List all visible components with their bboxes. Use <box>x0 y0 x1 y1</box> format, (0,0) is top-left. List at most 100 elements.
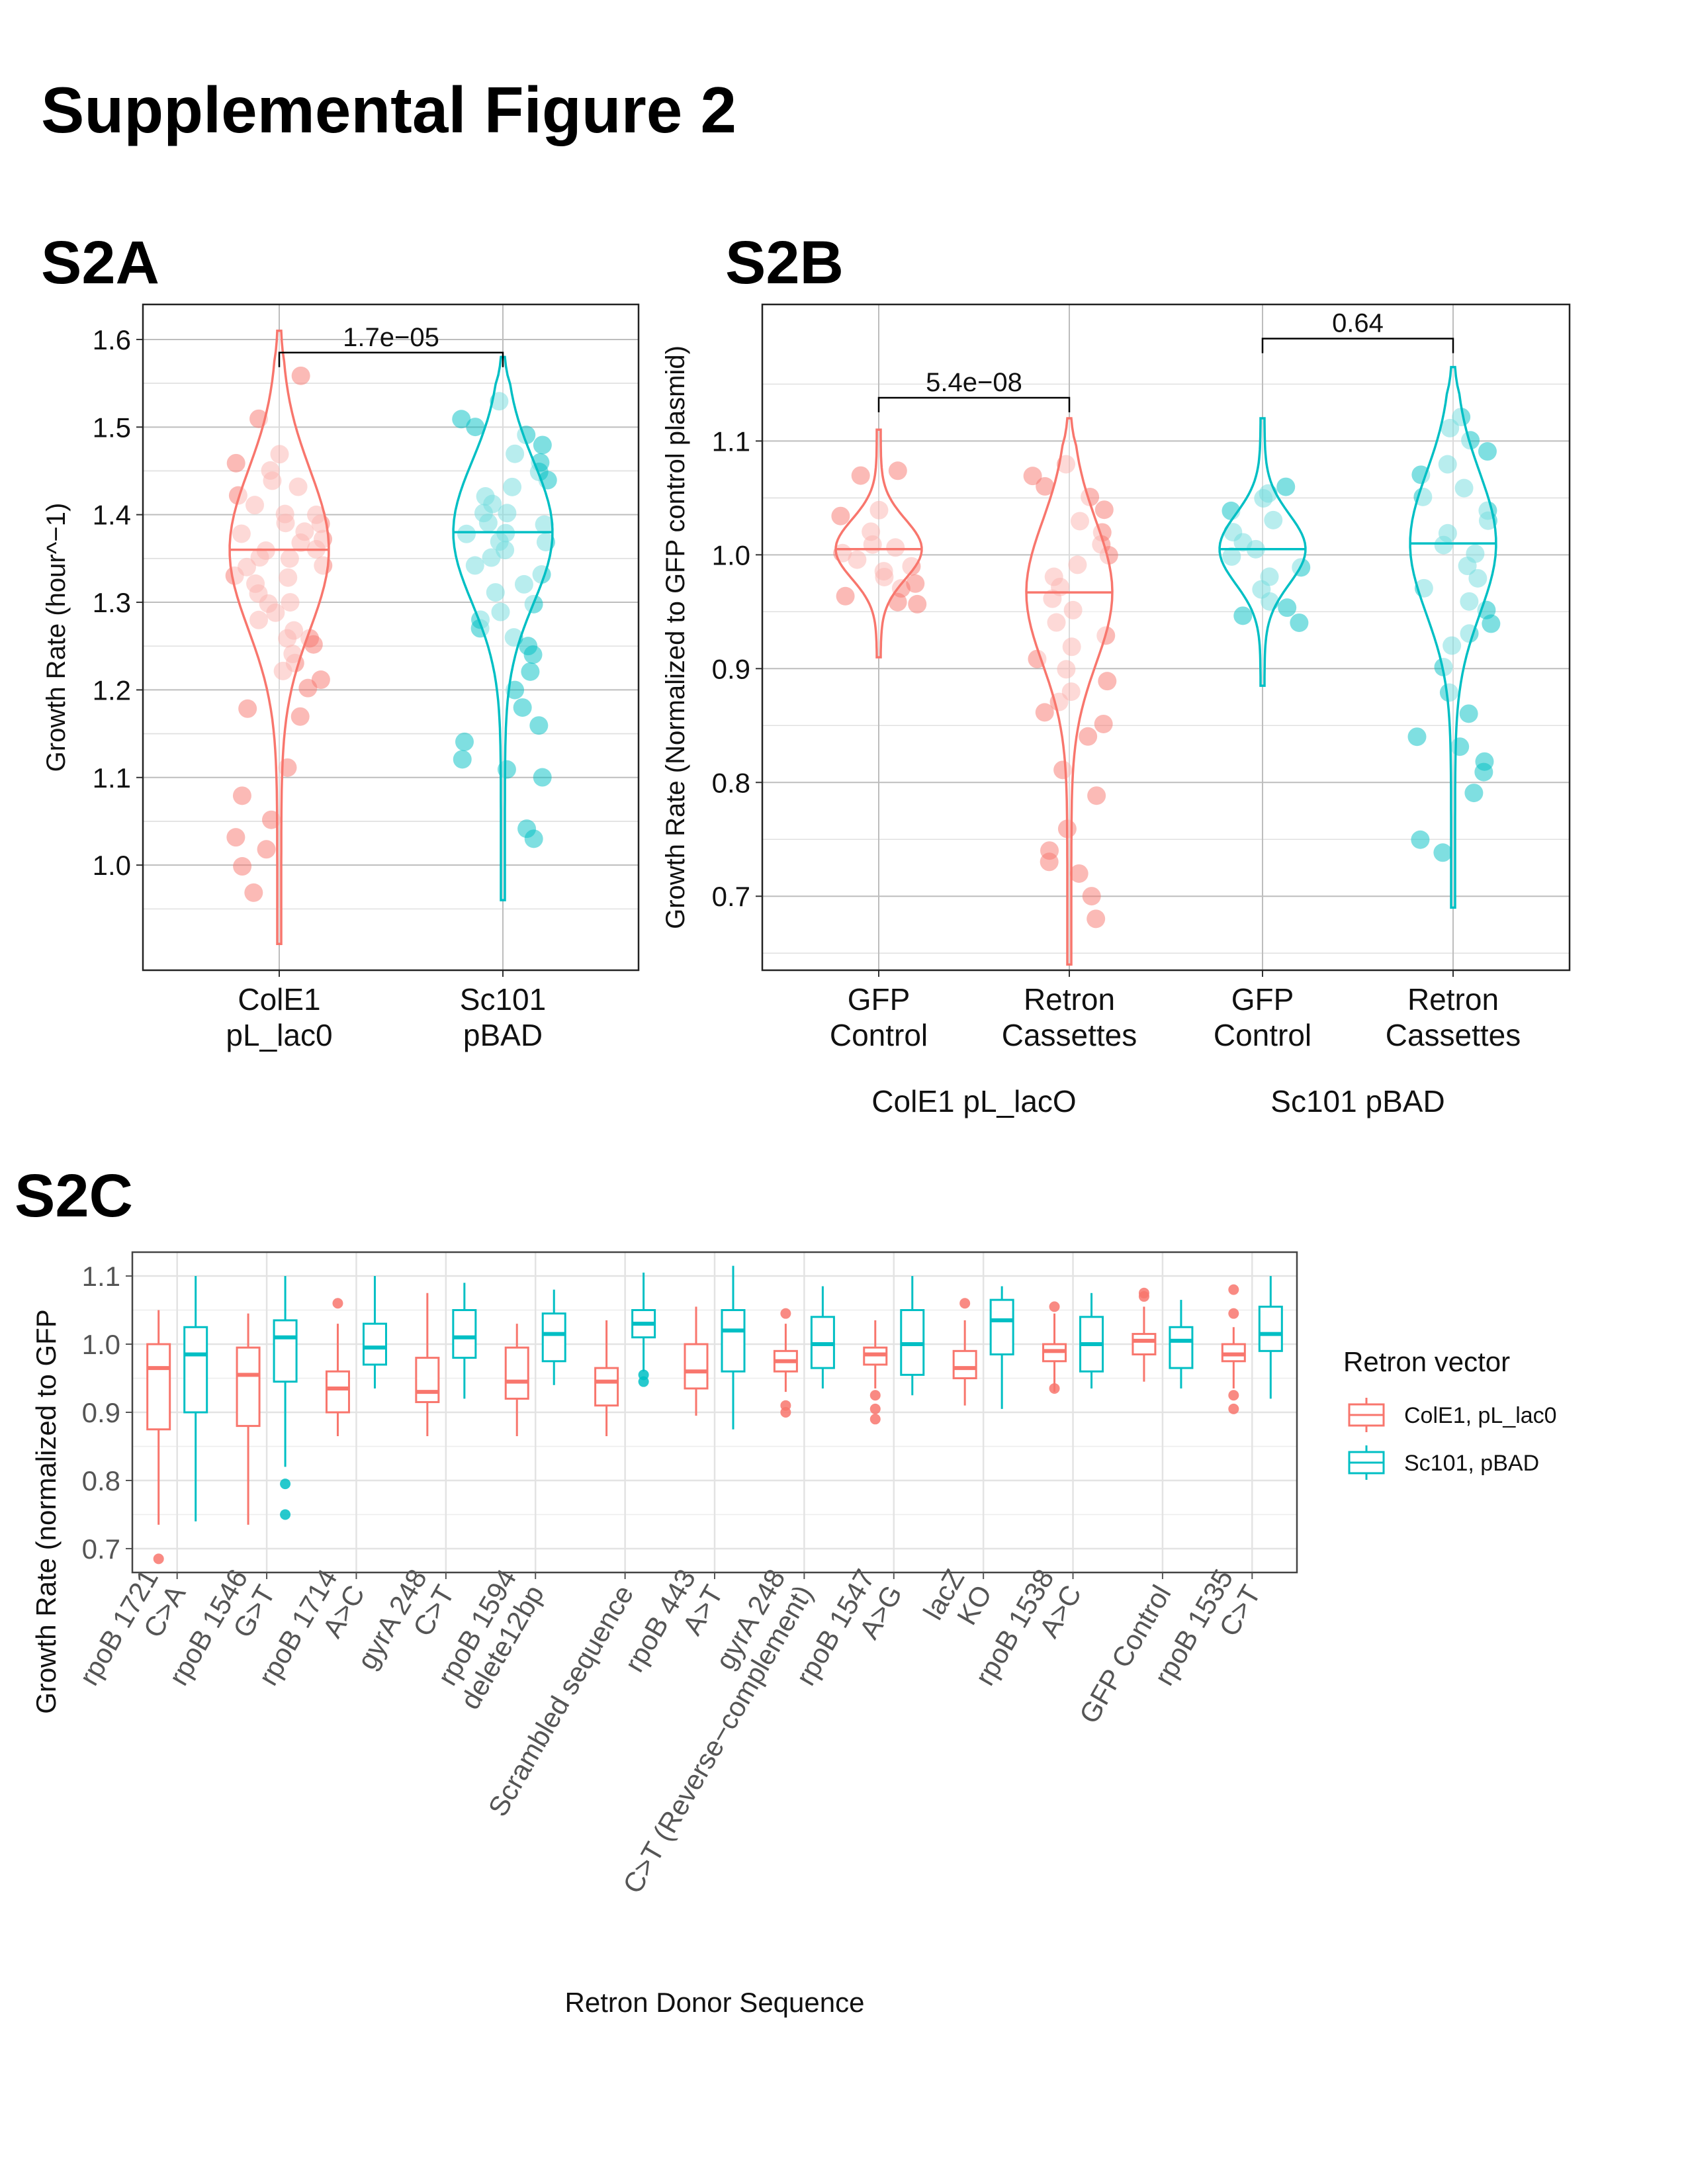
jitter-point <box>1036 477 1055 496</box>
jitter-point <box>1062 637 1081 657</box>
jitter-point <box>506 444 525 463</box>
box-outlier <box>1228 1308 1239 1319</box>
jitter-point <box>1459 704 1478 723</box>
x-tick-label: rpoB 443A>T <box>618 1564 729 1693</box>
box-iqr <box>1258 1305 1283 1352</box>
panel-s2b-violin-chart: 0.70.80.91.01.1GFPControlRetronCassettes… <box>661 303 1571 1118</box>
figure-title: Supplemental Figure 2 <box>41 73 736 146</box>
jitter-point <box>478 513 498 532</box>
y-axis-label: Growth Rate (hour^−1) <box>42 503 71 772</box>
jitter-point <box>513 698 532 717</box>
legend-label: Sc101, pBAD <box>1404 1451 1539 1476</box>
jitter-point <box>233 857 252 876</box>
jitter-point <box>1063 600 1083 619</box>
jitter-point <box>902 557 921 576</box>
jitter-point <box>1079 727 1098 746</box>
jitter-point <box>514 574 533 594</box>
jitter-point <box>244 883 263 902</box>
jitter-point <box>1461 431 1480 450</box>
jitter-point <box>1094 500 1114 520</box>
jitter-point <box>270 445 289 464</box>
box-iqr <box>273 1319 298 1383</box>
y-tick-label: 1.3 <box>93 587 131 618</box>
jitter-point <box>457 524 476 543</box>
box-outlier <box>332 1298 343 1309</box>
jitter-point <box>278 629 297 648</box>
jitter-point <box>263 471 282 490</box>
jitter-point <box>1094 714 1113 733</box>
y-tick-label: 1.0 <box>93 850 131 881</box>
jitter-point <box>1454 478 1474 498</box>
group-label: ColE1 pL_lacO <box>871 1084 1076 1118</box>
jitter-point <box>1043 589 1062 608</box>
box-outlier <box>780 1407 791 1418</box>
box-outlier <box>1228 1403 1239 1414</box>
jitter-point <box>498 504 517 523</box>
x-tick-label: Control <box>830 1018 928 1052</box>
x-tick-label: Cassettes <box>1002 1018 1137 1052</box>
y-axis-label: Growth Rate (Normalized to GFP control p… <box>661 345 690 929</box>
jitter-point <box>535 515 554 534</box>
jitter-point <box>831 506 850 525</box>
jitter-point <box>869 500 889 520</box>
box-iqr <box>1132 1333 1157 1355</box>
jitter-point <box>465 556 484 575</box>
jitter-point <box>276 514 295 533</box>
jitter-point <box>1439 683 1458 702</box>
box-iqr <box>362 1322 387 1366</box>
jitter-point <box>1434 535 1453 555</box>
box-outlier <box>1228 1284 1239 1295</box>
box-outlier <box>869 1403 881 1414</box>
jitter-point <box>1069 864 1088 883</box>
jitter-point <box>228 486 247 505</box>
jitter-point <box>491 602 510 621</box>
y-tick-label: 1.0 <box>82 1329 120 1360</box>
jitter-point <box>1099 546 1118 565</box>
y-tick-label: 1.5 <box>93 412 131 443</box>
violin-outline <box>834 428 923 659</box>
jitter-point <box>1276 477 1296 496</box>
jitter-point <box>453 750 472 769</box>
comparison-bracket <box>877 396 1071 413</box>
jitter-point <box>1082 887 1101 906</box>
x-tick-label: rpoB 1594delete12bp <box>427 1564 550 1715</box>
jitter-point <box>848 550 867 569</box>
jitter-point <box>289 477 308 496</box>
jitter-point <box>1433 843 1452 862</box>
jitter-point <box>888 592 907 612</box>
jitter-point <box>1053 760 1073 780</box>
jitter-point <box>533 768 552 787</box>
jitter-point <box>304 635 323 654</box>
x-axis-label: Retron Donor Sequence <box>565 1987 865 2018</box>
jitter-point <box>497 760 516 779</box>
y-tick-label: 1.0 <box>712 539 750 570</box>
box-outlier <box>959 1298 971 1309</box>
group-label: Sc101 pBAD <box>1270 1084 1444 1118</box>
y-tick-label: 1.4 <box>93 500 131 531</box>
jitter-point <box>1081 487 1100 506</box>
box-iqr <box>594 1367 619 1407</box>
y-tick-label: 0.7 <box>82 1533 120 1565</box>
jitter-point <box>466 418 485 437</box>
jitter-point <box>226 453 245 473</box>
violin-outline <box>228 329 330 946</box>
jitter-point <box>1474 762 1493 782</box>
jitter-point <box>232 524 251 543</box>
jitter-point <box>1458 557 1477 576</box>
box-outlier <box>1049 1301 1060 1312</box>
box-iqr <box>325 1370 350 1414</box>
y-tick-label: 1.1 <box>712 426 750 457</box>
jitter-point <box>533 435 552 455</box>
jitter-point <box>1040 852 1059 872</box>
jitter-point <box>1057 455 1076 474</box>
jitter-point <box>908 594 927 614</box>
jitter-point <box>298 678 318 698</box>
jitter-point <box>1070 512 1089 531</box>
jitter-point <box>1047 613 1066 632</box>
x-tick-label: ColE1 <box>238 982 320 1017</box>
box-outlier <box>780 1308 791 1319</box>
y-tick-label: 1.6 <box>93 324 131 355</box>
x-tick-label: Retron <box>1407 982 1499 1017</box>
jitter-point <box>1438 455 1457 474</box>
